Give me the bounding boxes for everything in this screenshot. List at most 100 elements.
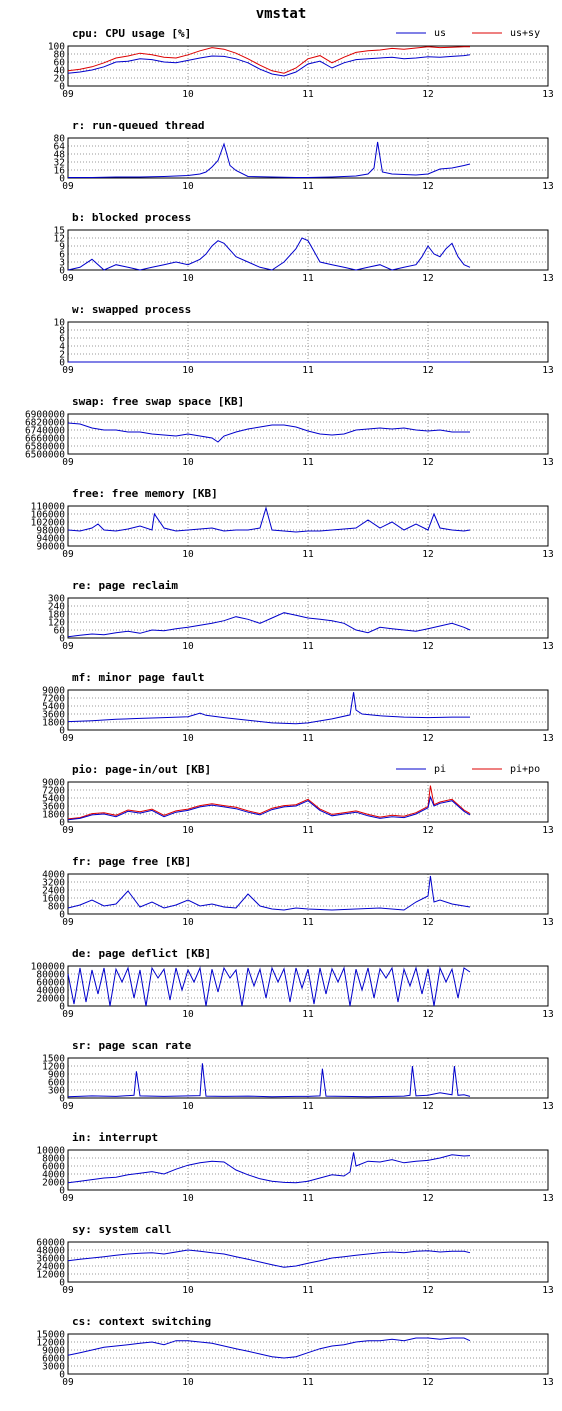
x-tick-label: 12 — [422, 641, 433, 652]
y-tick-label: 20000 — [36, 994, 65, 1005]
x-tick-label: 11 — [302, 273, 314, 284]
x-tick-label: 09 — [62, 457, 74, 468]
y-tick-label: 4000 — [42, 870, 65, 881]
y-tick-label: 6580000 — [25, 442, 65, 453]
y-tick-label: 5400 — [42, 794, 65, 805]
y-tick-label: 100000 — [31, 962, 66, 973]
chart-title: re: page reclaim — [72, 579, 178, 592]
page-title: vmstat — [255, 6, 307, 22]
x-tick-label: 10 — [182, 917, 194, 928]
y-tick-label: 6000 — [42, 1162, 65, 1173]
x-tick-label: 09 — [62, 1285, 74, 1296]
x-tick-label: 09 — [62, 1377, 74, 1388]
y-tick-label: 1800 — [42, 718, 65, 729]
x-tick-label: 10 — [182, 273, 194, 284]
y-tick-label: 106000 — [31, 510, 66, 521]
chart-title: pio: page-in/out [KB] — [72, 763, 211, 776]
plot-frame — [67, 45, 549, 87]
y-tick-label: 0 — [59, 910, 65, 921]
plot-frame — [67, 1241, 549, 1283]
y-tick-label: 0 — [59, 1186, 65, 1197]
y-tick-label: 10000 — [36, 1146, 65, 1157]
x-tick-label: 13 — [542, 825, 553, 836]
y-tick-label: 300 — [48, 1086, 65, 1097]
x-tick-label: 11 — [302, 89, 314, 100]
x-tick-label: 09 — [62, 1009, 74, 1020]
x-tick-label: 12 — [422, 181, 433, 192]
y-tick-label: 6660000 — [25, 434, 65, 445]
x-tick-label: 09 — [62, 549, 74, 560]
y-tick-label: 8000 — [42, 1154, 65, 1165]
x-tick-label: 09 — [62, 89, 74, 100]
y-tick-label: 12000 — [36, 1338, 65, 1349]
y-tick-label: 20 — [54, 74, 66, 85]
series-line — [67, 692, 470, 725]
y-tick-label: 64 — [54, 142, 66, 153]
y-tick-label: 2400 — [42, 886, 65, 897]
x-tick-label: 09 — [62, 733, 74, 744]
series-line — [67, 612, 471, 638]
y-tick-label: 9000 — [42, 1346, 65, 1357]
y-tick-label: 0 — [59, 1002, 65, 1013]
x-tick-label: 09 — [62, 1101, 74, 1112]
legend-label: us — [434, 28, 446, 39]
x-tick-label: 10 — [182, 1193, 194, 1204]
y-tick-label: 6740000 — [25, 426, 65, 437]
y-tick-label: 100 — [48, 42, 65, 53]
x-tick-label: 13 — [542, 89, 553, 100]
x-tick-label: 12 — [422, 1009, 433, 1020]
x-tick-label: 11 — [302, 733, 314, 744]
chart-mf: mf: minor page fault 01800360054007200900… — [42, 671, 554, 744]
y-tick-label: 0 — [59, 358, 65, 369]
y-tick-label: 4 — [59, 342, 65, 353]
series-line — [67, 1063, 471, 1098]
x-tick-label: 13 — [542, 181, 553, 192]
x-tick-label: 11 — [302, 1009, 314, 1020]
y-tick-label: 32 — [54, 158, 65, 169]
chart-sy: sy: system call 0120002400036000480006000… — [36, 1223, 553, 1296]
y-tick-label: 0 — [59, 82, 65, 93]
chart-de: de: page deflict [KB] 0200004000060000800… — [31, 947, 554, 1020]
y-tick-label: 94000 — [36, 534, 65, 545]
plot-frame — [67, 1333, 549, 1375]
series-line-pi — [67, 795, 471, 821]
y-tick-label: 90000 — [36, 542, 65, 553]
x-tick-label: 09 — [62, 1193, 74, 1204]
plot-frame — [67, 413, 549, 455]
series-line — [67, 422, 470, 443]
x-tick-label: 12 — [422, 825, 433, 836]
y-tick-label: 60 — [54, 626, 66, 637]
x-tick-label: 11 — [302, 365, 314, 376]
legend-label: us+sy — [510, 28, 540, 39]
x-tick-label: 10 — [182, 1009, 194, 1020]
y-tick-label: 60000 — [36, 1238, 65, 1249]
x-tick-label: 10 — [182, 825, 194, 836]
y-tick-label: 6500000 — [25, 450, 65, 461]
series-line — [67, 1152, 471, 1184]
y-tick-label: 80000 — [36, 970, 65, 981]
y-tick-label: 0 — [59, 634, 65, 645]
y-tick-label: 2 — [59, 350, 65, 361]
y-tick-label: 300 — [48, 594, 65, 605]
y-tick-label: 0 — [59, 1370, 65, 1381]
y-tick-label: 7200 — [42, 786, 65, 797]
chart-title: in: interrupt — [72, 1131, 158, 1144]
y-tick-label: 60000 — [36, 978, 65, 989]
x-tick-label: 10 — [182, 733, 194, 744]
chart-title: sy: system call — [72, 1223, 171, 1236]
x-tick-label: 09 — [62, 641, 74, 652]
x-tick-label: 13 — [542, 641, 553, 652]
y-tick-label: 12 — [54, 234, 65, 245]
x-tick-label: 10 — [182, 89, 194, 100]
x-tick-label: 11 — [302, 1377, 314, 1388]
chart-title: cpu: CPU usage [%] — [72, 27, 191, 40]
y-tick-label: 6 — [59, 334, 65, 345]
x-tick-label: 11 — [302, 457, 314, 468]
x-tick-label: 13 — [542, 733, 553, 744]
x-tick-label: 11 — [302, 825, 314, 836]
plot-frame — [67, 1057, 549, 1099]
x-tick-label: 12 — [422, 733, 433, 744]
